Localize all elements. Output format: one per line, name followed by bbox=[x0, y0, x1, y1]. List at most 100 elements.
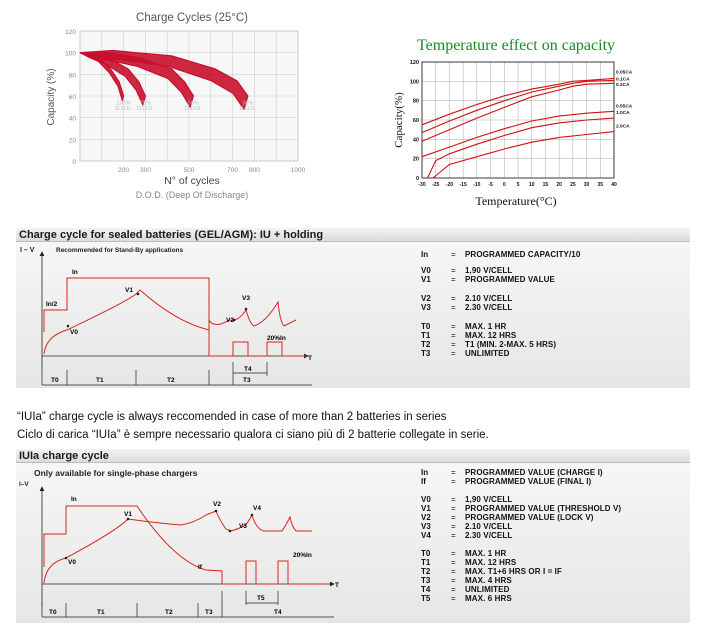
diagram2-label-in: In bbox=[71, 496, 77, 503]
spec-eq: = bbox=[451, 477, 456, 486]
spec-key: V4 bbox=[421, 531, 431, 540]
diagram2-label-v2: V2 bbox=[213, 501, 221, 508]
spec-value: 1,90 V/CELL bbox=[465, 266, 513, 275]
section1-title: Charge cycle for sealed batteries (GEL/A… bbox=[16, 228, 690, 242]
chart2-ytick: 20 bbox=[413, 157, 419, 163]
spec-value: 2.30 V/CELL bbox=[465, 531, 513, 540]
spec-value: MAX. T1+6 HRS OR I = IF bbox=[465, 567, 562, 576]
diagram2-label-v4: V4 bbox=[253, 505, 261, 512]
spec-key: V2 bbox=[421, 513, 431, 522]
diagram1-v0-point bbox=[66, 324, 70, 328]
spec-value: PROGRAMMED VALUE bbox=[465, 275, 555, 284]
chart1-ytick: 60 bbox=[69, 94, 77, 101]
chart1-ytick: 40 bbox=[69, 116, 77, 123]
diagram1-label-20in: 20%In bbox=[267, 335, 286, 342]
diagram2-axis-x: T bbox=[335, 582, 339, 589]
caption-english: “IUIa” charge cycle is always reccomende… bbox=[17, 411, 447, 423]
diagram1-v2-point bbox=[232, 318, 236, 322]
chart2-xtick: 10 bbox=[529, 182, 535, 188]
spec-value: MAX. 12 HRS bbox=[465, 558, 517, 567]
diagram2-phase-t0: T0 bbox=[49, 609, 57, 616]
spec-value: PROGRAMMED CAPACITY/10 bbox=[465, 250, 581, 259]
chart2-xtick: 20 bbox=[556, 182, 562, 188]
charge-cycles-chart: Charge Cycles (25°C) Capacity (%) 0 20 40 6… bbox=[46, 12, 306, 200]
spec-value: T1 (MIN. 2-MAX. 5 HRS) bbox=[465, 340, 557, 349]
spec-eq: = bbox=[451, 275, 456, 284]
chart1-ytick: 20 bbox=[69, 137, 77, 144]
diagram2-phase-t4: T4 bbox=[274, 609, 282, 616]
chart2-series-label: 0.2CA bbox=[616, 82, 630, 88]
spec-key: T0 bbox=[421, 322, 431, 331]
spec-key: V1 bbox=[421, 504, 431, 513]
spec-value: MAX. 12 HRS bbox=[465, 331, 517, 340]
spec-key: If bbox=[421, 477, 426, 486]
spec-key: T5 bbox=[421, 594, 431, 603]
spec-eq: = bbox=[451, 266, 456, 275]
diagram2-label-v1: V1 bbox=[124, 511, 132, 518]
chart2-ytick: 0 bbox=[416, 176, 419, 182]
spec-key: In bbox=[421, 468, 429, 477]
chart2-series-line bbox=[427, 117, 615, 179]
chart2-series-line bbox=[421, 82, 615, 142]
chart2-ytick: 40 bbox=[413, 137, 419, 143]
chart2-series-label: 1.0CA bbox=[616, 110, 630, 116]
chart1-xtick: 500 bbox=[184, 167, 195, 174]
chart1-ytick: 0 bbox=[72, 159, 76, 166]
diagram1-phase-t4: T4 bbox=[244, 366, 252, 373]
chart1-ytick: 100 bbox=[65, 51, 76, 58]
chart1-title: Charge Cycles (25°C) bbox=[136, 12, 248, 24]
diagram2-phase-t3: T3 bbox=[205, 609, 213, 616]
spec-key: T3 bbox=[421, 576, 431, 585]
spec-eq: = bbox=[451, 531, 456, 540]
spec-value: MAX. 1 HR bbox=[465, 549, 507, 558]
spec-key: V1 bbox=[421, 275, 431, 284]
diagram2-v1-point bbox=[126, 517, 130, 521]
section2-spec-list: In = PROGRAMMED VALUE (CHARGE I) If = PROGRA… bbox=[421, 468, 691, 618]
diagram1-label-in2: In/2 bbox=[46, 301, 58, 308]
spec-key: T1 bbox=[421, 331, 431, 340]
chart1-xlabel: N° of cycles bbox=[164, 175, 220, 187]
chart2-xtick: -20 bbox=[446, 182, 453, 188]
spec-value: MAX. 6 HRS bbox=[465, 594, 512, 603]
chart2-series-label: 0.05CA bbox=[616, 70, 633, 76]
diagram1-label-in: In bbox=[72, 269, 78, 276]
spec-key: V3 bbox=[421, 303, 431, 312]
chart2-ytick: 80 bbox=[413, 99, 419, 105]
chart1-xtick: 200 bbox=[118, 167, 129, 174]
diagram2-note: Only available for single-phase chargers bbox=[34, 468, 198, 478]
chart2-xtick: -10 bbox=[473, 182, 480, 188]
chart2-xtick: -5 bbox=[488, 182, 493, 188]
chart2-series-line bbox=[421, 79, 615, 134]
section2-panel bbox=[16, 463, 690, 623]
chart1-ytick: 120 bbox=[65, 29, 76, 36]
chart2-series-line bbox=[432, 131, 615, 179]
spec-eq: = bbox=[451, 585, 456, 594]
chart1-xlabel2: D.O.D. (Deep Of Discharge) bbox=[136, 190, 249, 200]
spec-value: MAX. 1 HR bbox=[465, 322, 507, 331]
spec-eq: = bbox=[451, 468, 456, 477]
spec-eq: = bbox=[451, 294, 456, 303]
chart2-xtick: 15 bbox=[543, 182, 549, 188]
spec-value: 1,90 V/CELL bbox=[465, 495, 513, 504]
diagram1-current-curve bbox=[43, 277, 306, 357]
spec-key: V2 bbox=[421, 294, 431, 303]
chart1-series-label: D.O.D. bbox=[137, 106, 154, 112]
chart2-ylabel: Capacity(%) bbox=[393, 92, 405, 148]
diagram2-voltage-curve bbox=[43, 510, 312, 584]
chart2-xtick: 30 bbox=[584, 182, 590, 188]
spec-key: T2 bbox=[421, 340, 431, 349]
spec-key: V0 bbox=[421, 266, 431, 275]
section2-title: IUIa charge cycle bbox=[16, 449, 690, 463]
spec-value: UNLIMITED bbox=[465, 585, 510, 594]
chart1-series-3 bbox=[79, 49, 249, 111]
diagram2-label-v3: V3 bbox=[239, 523, 247, 530]
chart1-series-label: 75% bbox=[140, 101, 151, 107]
chart2-xtick: 0 bbox=[503, 182, 506, 188]
diagram1-voltage-curve bbox=[43, 289, 297, 355]
spec-value: MAX. 4 HRS bbox=[465, 576, 512, 585]
chart1-series-label: D.O.D. bbox=[239, 106, 256, 112]
spec-eq: = bbox=[451, 576, 456, 585]
spec-key: T2 bbox=[421, 567, 431, 576]
spec-eq: = bbox=[451, 567, 456, 576]
diagram2-axis-y: I–V bbox=[19, 481, 29, 488]
